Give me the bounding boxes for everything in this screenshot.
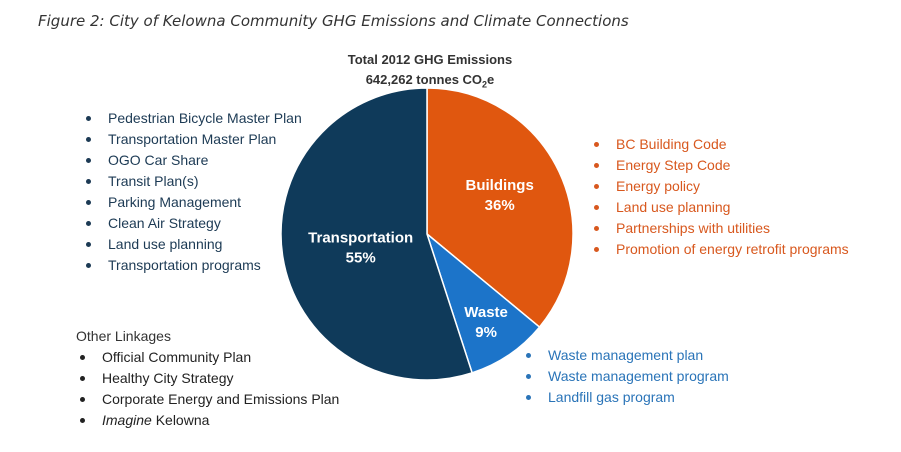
buildings-item: Partnerships with utilities bbox=[590, 218, 849, 239]
slice-label-waste: Waste bbox=[464, 304, 508, 321]
buildings-item: Land use planning bbox=[590, 197, 849, 218]
transportation-item: Parking Management bbox=[82, 192, 302, 213]
figure-title: Figure 2: City of Kelowna Community GHG … bbox=[38, 12, 629, 30]
buildings-item: Energy policy bbox=[590, 176, 849, 197]
transportation-item: Clean Air Strategy bbox=[82, 213, 302, 234]
other-linkage-item: Official Community Plan bbox=[76, 347, 339, 368]
pie-slice-buildings bbox=[426, 87, 574, 329]
other-linkage-text: Kelowna bbox=[151, 412, 210, 428]
slice-value-transportation: 55% bbox=[346, 250, 376, 267]
waste-item: Waste management program bbox=[522, 366, 729, 387]
other-linkage-text: Corporate Energy and Emissions Plan bbox=[102, 391, 340, 407]
other-linkage-item: Corporate Energy and Emissions Plan bbox=[76, 389, 339, 410]
waste-item: Landfill gas program bbox=[522, 387, 729, 408]
waste-item: Waste management plan bbox=[522, 345, 729, 366]
other-linkages-heading: Other Linkages bbox=[76, 328, 171, 344]
other-linkage-text: Healthy City Strategy bbox=[102, 370, 234, 386]
other-linkages-list: Official Community Plan Healthy City Stra… bbox=[76, 347, 339, 431]
pie-slice-waste bbox=[425, 231, 541, 374]
other-linkage-item: Imagine Kelowna bbox=[76, 410, 339, 431]
buildings-list: BC Building Code Energy Step Code Energy p… bbox=[590, 134, 849, 260]
slice-value-buildings: 36% bbox=[485, 197, 515, 214]
transportation-item: Transportation programs bbox=[82, 255, 302, 276]
slice-label-transportation: Transportation bbox=[308, 230, 413, 247]
other-linkage-emphasis: Imagine bbox=[102, 412, 152, 428]
transportation-item: Land use planning bbox=[82, 234, 302, 255]
chart-title-line1: Total 2012 GHG Emissions bbox=[347, 52, 513, 67]
slice-value-waste: 9% bbox=[475, 324, 497, 341]
buildings-item: Energy Step Code bbox=[590, 155, 849, 176]
other-linkage-item: Healthy City Strategy bbox=[76, 368, 339, 389]
pie-slice-transportation bbox=[280, 87, 474, 381]
buildings-item: BC Building Code bbox=[590, 134, 849, 155]
buildings-item: Promotion of energy retrofit programs bbox=[590, 239, 849, 260]
chart-title: Total 2012 GHG Emissions 642,262 tonnes … bbox=[300, 50, 560, 95]
transportation-list: Pedestrian Bicycle Master Plan Transporta… bbox=[82, 108, 302, 276]
transportation-item: Transportation Master Plan bbox=[82, 129, 302, 150]
transportation-item: OGO Car Share bbox=[82, 150, 302, 171]
slice-label-buildings: Buildings bbox=[465, 177, 533, 194]
waste-list: Waste management plan Waste management pr… bbox=[522, 345, 729, 408]
transportation-item: Transit Plan(s) bbox=[82, 171, 302, 192]
transportation-item: Pedestrian Bicycle Master Plan bbox=[82, 108, 302, 129]
other-linkage-text: Official Community Plan bbox=[102, 349, 252, 365]
chart-subtitle: 642,262 tonnes CO2e bbox=[365, 72, 495, 90]
